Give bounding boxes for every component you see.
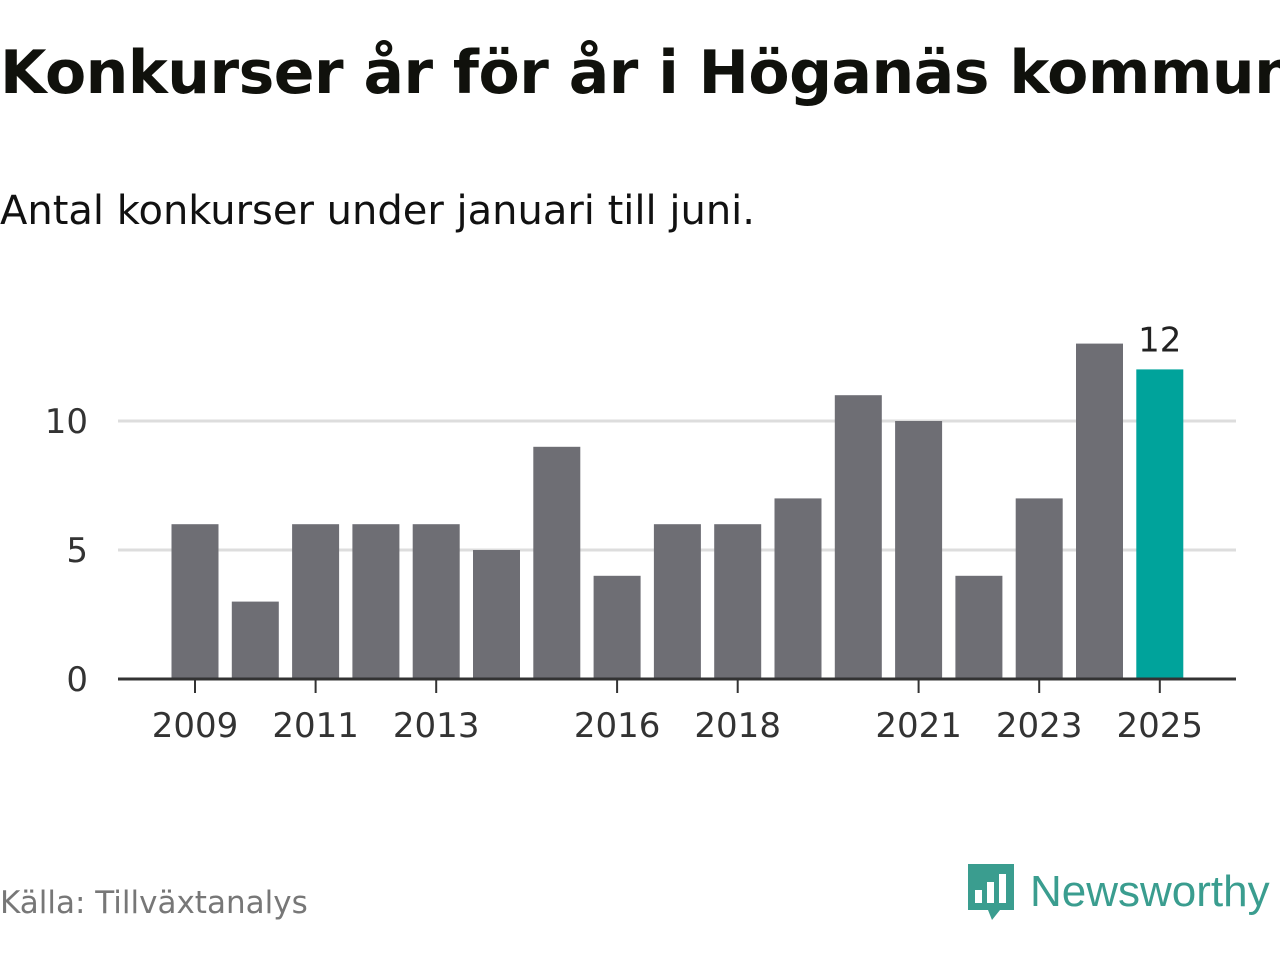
bar-2012 xyxy=(352,524,400,679)
bar-2016 xyxy=(593,575,641,679)
bar-2022 xyxy=(955,575,1003,679)
x-tick-label: 2018 xyxy=(694,706,781,746)
x-tick-label: 2013 xyxy=(393,706,480,746)
bar-2010 xyxy=(231,601,279,679)
chart-subtitle: Antal konkurser under januari till juni. xyxy=(0,188,755,234)
bar-2015 xyxy=(533,446,581,679)
bar-2024 xyxy=(1076,343,1123,679)
bar-2018 xyxy=(714,524,762,679)
x-axis-ticks: 2009 2011 2013 2016 2018 2021 2023 2025 xyxy=(152,679,1203,746)
newsworthy-logo-icon xyxy=(968,864,1014,920)
bar-2014 xyxy=(473,550,520,679)
source-note: Källa: Tillväxtanalys xyxy=(0,885,308,921)
bar-2023 xyxy=(1015,498,1063,679)
y-axis-ticks: 0 5 10 xyxy=(45,402,88,700)
brand-name: Newsworthy xyxy=(1030,867,1270,916)
x-tick-label: 2009 xyxy=(152,706,239,746)
x-tick-label: 2016 xyxy=(574,706,661,746)
y-tick-label: 5 xyxy=(66,531,88,571)
newsworthy-logo: Newsworthy xyxy=(964,862,1270,922)
x-tick-label: 2021 xyxy=(875,706,962,746)
bar-2013 xyxy=(412,524,460,679)
bar-2017 xyxy=(653,524,701,679)
bar-2021 xyxy=(895,421,943,679)
x-tick-label: 2025 xyxy=(1117,706,1204,746)
x-tick-label: 2011 xyxy=(272,706,359,746)
value-label-2025: 12 xyxy=(1138,320,1181,360)
y-tick-label: 0 xyxy=(66,660,88,700)
bar-2011 xyxy=(292,524,340,679)
bar-chart: 0 5 10 2009 2011 2013 2016 2018 2021 2023 2025 12 xyxy=(45,320,1236,746)
bar-2009 xyxy=(171,524,219,679)
x-tick-label: 2023 xyxy=(996,706,1083,746)
bar-2025 xyxy=(1136,369,1184,679)
bar-2019 xyxy=(774,498,822,679)
y-tick-label: 10 xyxy=(45,402,88,442)
bars xyxy=(171,343,1184,679)
chart-title: Konkurser år för år i Höganäs kommun xyxy=(0,38,1280,108)
value-labels: 12 xyxy=(1138,320,1181,360)
bar-2020 xyxy=(834,395,882,679)
